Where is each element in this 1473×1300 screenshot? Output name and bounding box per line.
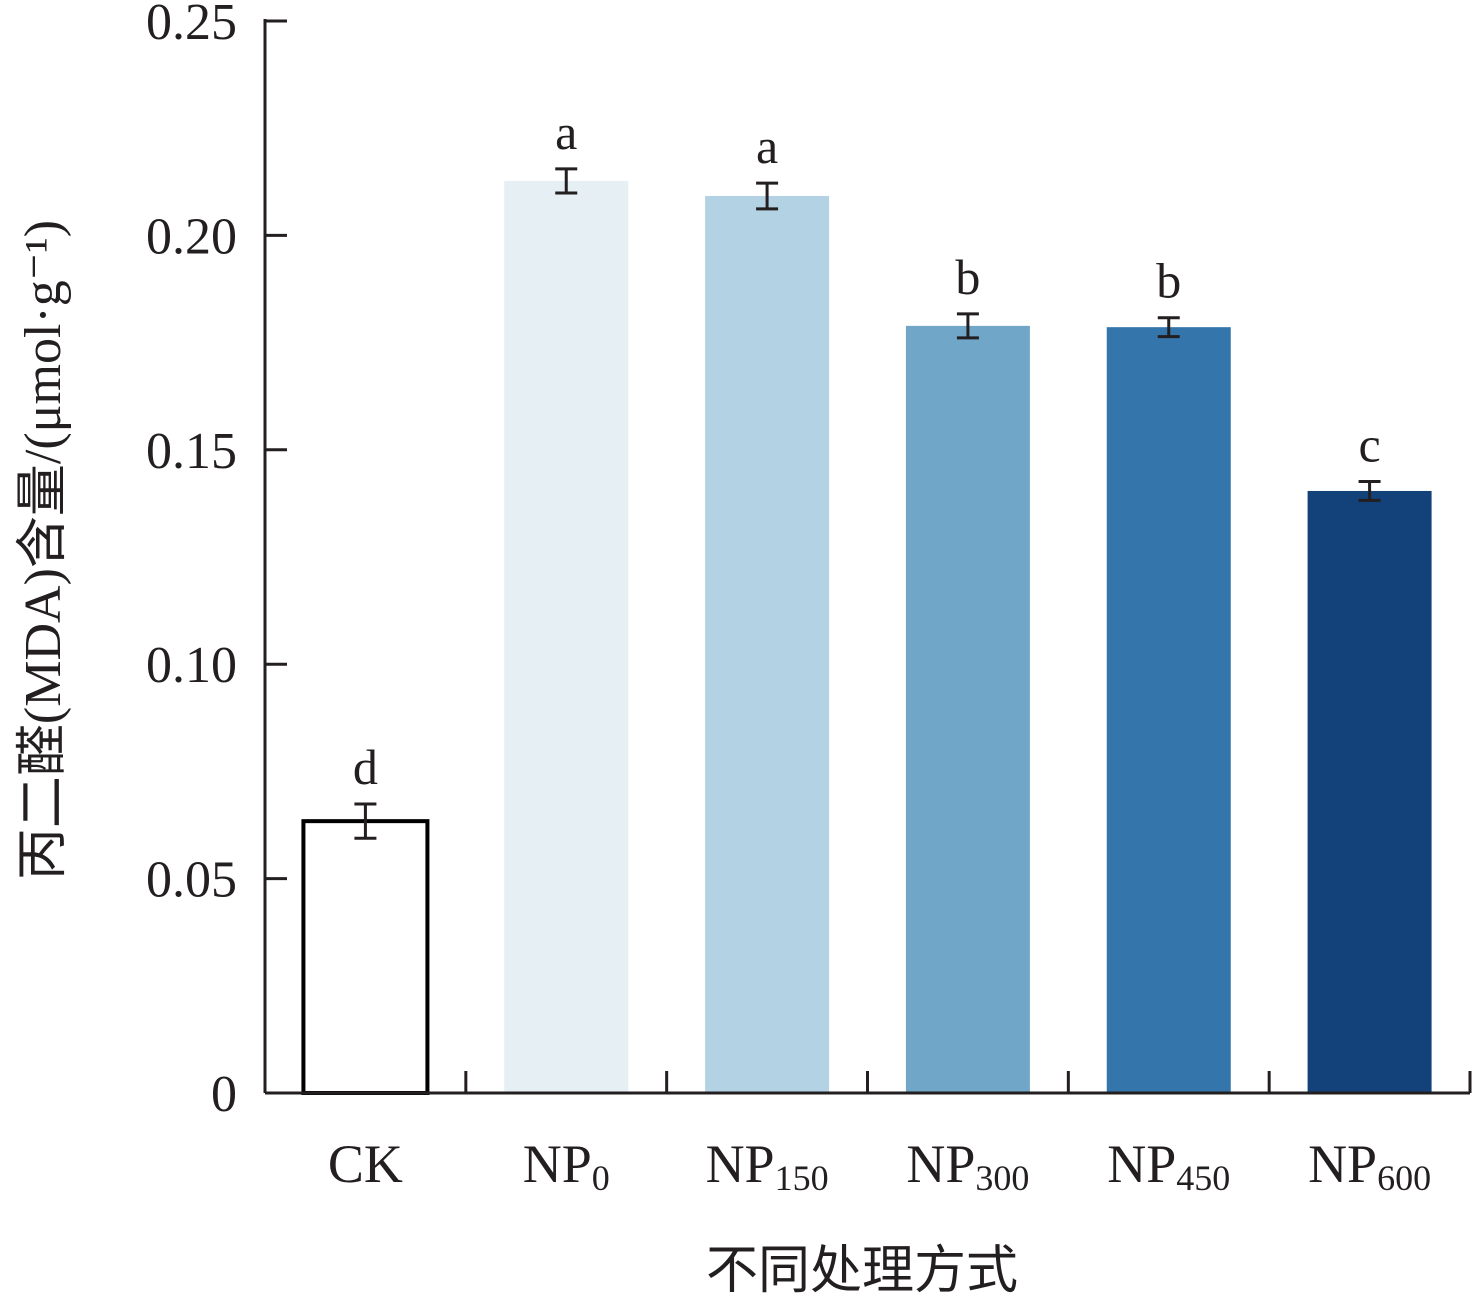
significance-letter: a: [555, 104, 577, 160]
y-tick-label: 0.10: [146, 637, 237, 694]
x-tick-label: NP600: [1308, 1134, 1431, 1198]
x-tick-label: CK: [328, 1134, 403, 1194]
y-tick-label: 0.05: [146, 852, 237, 909]
y-tick-label: 0.15: [146, 423, 237, 480]
significance-letter: a: [756, 118, 778, 174]
significance-letter: b: [955, 249, 980, 305]
x-tick-label: NP450: [1107, 1134, 1230, 1198]
x-tick-label: NP0: [523, 1134, 610, 1198]
bar: [1307, 490, 1432, 1093]
bar: [905, 325, 1030, 1093]
x-tick-label: NP300: [906, 1134, 1029, 1198]
bar: [504, 180, 629, 1094]
significance-letter: b: [1156, 253, 1181, 309]
x-axis-title: 不同处理方式: [706, 1243, 1018, 1300]
bar: [301, 819, 430, 1095]
significance-letter: c: [1358, 417, 1380, 473]
x-tick-label: NP150: [706, 1134, 829, 1198]
y-tick-label: 0.20: [146, 208, 237, 265]
y-tick-label: 0: [211, 1066, 237, 1123]
y-tick-label: 0.25: [146, 0, 237, 51]
bar: [705, 195, 830, 1094]
y-axis-title: 丙二醛(MDA)含量/(μmol·g⁻¹): [15, 220, 72, 880]
significance-letter: d: [353, 739, 378, 795]
bar: [1106, 327, 1231, 1093]
